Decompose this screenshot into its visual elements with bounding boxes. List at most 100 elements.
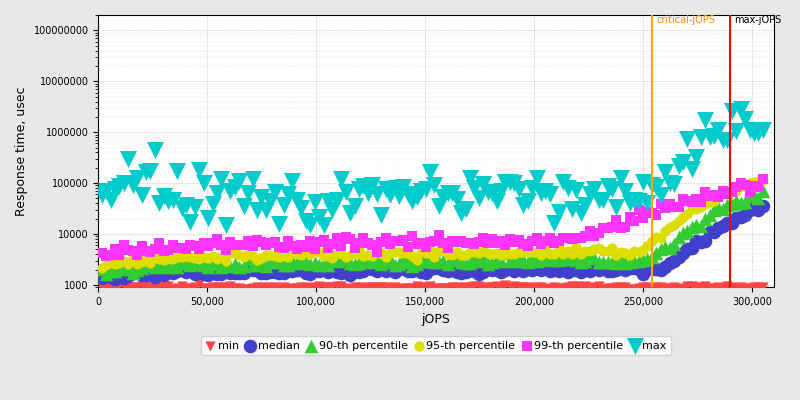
median [494,269,507,275]
max [304,222,317,228]
95-th percentile [238,254,250,260]
median [273,270,286,276]
min [450,284,463,290]
max [654,192,667,198]
95-th percentile [752,178,765,184]
90-th percentile [534,256,547,263]
95-th percentile [335,250,348,257]
max [703,134,716,140]
90-th percentile [406,263,418,270]
95-th percentile [278,250,290,257]
min [317,284,330,290]
90-th percentile [304,261,317,267]
median [632,266,645,272]
median [282,267,294,273]
95-th percentile [654,234,667,241]
90-th percentile [747,191,760,198]
99-th percentile [166,241,179,248]
95-th percentile [184,254,197,260]
median [454,270,467,276]
median [379,268,392,274]
99-th percentile [100,253,113,259]
min [210,284,223,290]
99-th percentile [690,195,702,202]
max [463,175,476,182]
median [597,262,610,269]
max [730,128,742,135]
99-th percentile [708,192,721,198]
median [557,266,570,272]
min [628,286,641,292]
99-th percentile [246,243,259,249]
min [326,284,339,290]
95-th percentile [442,250,454,257]
max [362,190,374,196]
99-th percentile [290,246,303,252]
max [299,218,312,224]
max [402,191,414,197]
max [526,185,538,191]
95-th percentile [597,248,610,254]
median [224,270,237,276]
min [708,284,721,291]
95-th percentile [468,249,481,256]
99-th percentile [428,238,441,244]
95-th percentile [388,249,401,256]
median [619,267,632,273]
max [113,183,126,189]
95-th percentile [681,211,694,217]
99-th percentile [144,248,157,255]
max [184,218,197,225]
90-th percentile [619,260,632,266]
90-th percentile [126,270,139,276]
max [100,188,113,194]
min [557,284,570,291]
95-th percentile [712,192,725,198]
min [659,285,672,291]
90-th percentile [215,264,228,270]
max [353,186,366,192]
99-th percentile [468,241,481,248]
99-th percentile [366,242,378,248]
95-th percentile [135,259,148,265]
90-th percentile [623,258,636,265]
95-th percentile [144,260,157,266]
95-th percentile [641,242,654,249]
min [126,284,139,290]
max [694,134,707,140]
median [140,272,153,278]
median [286,268,299,274]
95-th percentile [162,255,174,262]
median [313,267,326,274]
99-th percentile [698,188,711,195]
90-th percentile [259,262,272,269]
max [433,202,446,209]
95-th percentile [344,252,357,258]
99-th percentile [597,225,610,232]
99-th percentile [286,243,299,249]
max [592,197,605,203]
99-th percentile [562,235,574,242]
90-th percentile [384,256,397,262]
max [717,137,730,144]
90-th percentile [632,258,645,264]
99-th percentile [738,182,751,188]
median [206,270,219,276]
max [454,210,467,216]
90-th percentile [698,215,711,222]
95-th percentile [477,248,490,254]
99-th percentile [353,240,366,246]
95-th percentile [557,251,570,258]
min [162,283,174,290]
median [130,269,143,276]
max [686,166,698,172]
90-th percentile [170,263,183,270]
min [388,284,401,290]
median [650,266,662,272]
median [583,268,596,274]
95-th percentile [614,249,627,255]
max [366,182,378,188]
99-th percentile [344,236,357,242]
min [574,284,587,291]
max [668,181,681,188]
